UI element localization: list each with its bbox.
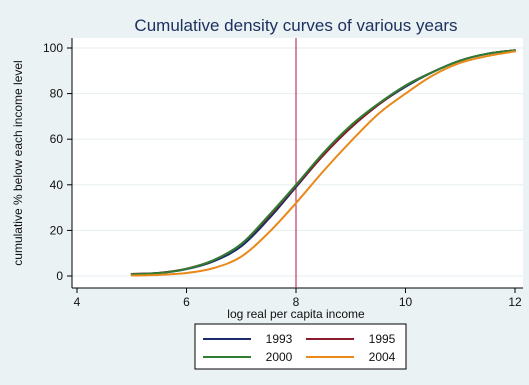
x-axis-title: log real per capita income bbox=[227, 307, 365, 321]
y-tick-label: 80 bbox=[50, 87, 64, 101]
legend-label: 2004 bbox=[369, 350, 396, 364]
x-tick-label: 10 bbox=[399, 295, 413, 309]
y-tick-label: 0 bbox=[56, 269, 63, 283]
legend-label: 1993 bbox=[266, 332, 293, 346]
legend-label: 1995 bbox=[369, 332, 396, 346]
chart-title: Cumulative density curves of various yea… bbox=[134, 16, 457, 35]
legend-box bbox=[194, 323, 407, 370]
plot-area bbox=[72, 38, 523, 288]
y-tick-label: 100 bbox=[43, 41, 63, 55]
x-tick-label: 6 bbox=[183, 295, 190, 309]
legend-label: 2000 bbox=[266, 350, 293, 364]
y-tick-label: 60 bbox=[50, 132, 64, 146]
y-tick-label: 40 bbox=[50, 178, 64, 192]
y-tick-label: 20 bbox=[50, 223, 64, 237]
x-tick-label: 8 bbox=[293, 295, 300, 309]
x-tick-label: 12 bbox=[508, 295, 522, 309]
x-tick-label: 4 bbox=[74, 295, 81, 309]
series-line-2000 bbox=[130, 49, 516, 276]
y-axis-title: cumulative % below each income level bbox=[11, 60, 25, 265]
series-line-2004 bbox=[130, 50, 516, 277]
